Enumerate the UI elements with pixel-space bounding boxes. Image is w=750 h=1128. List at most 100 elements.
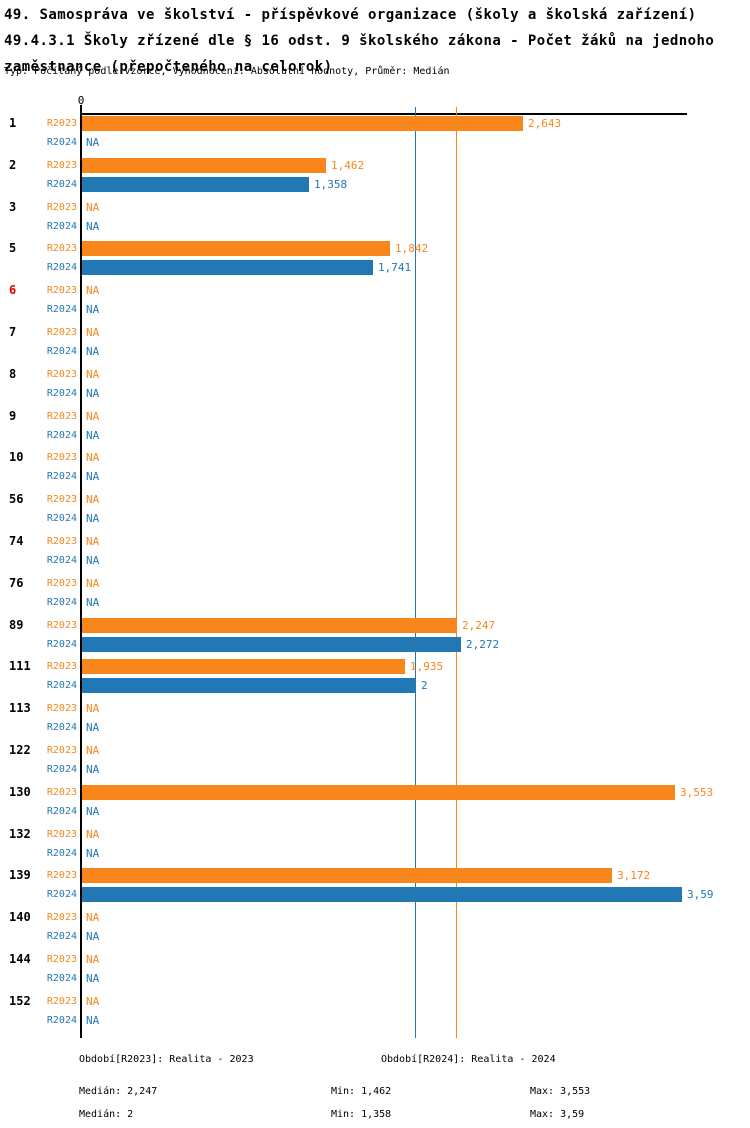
- na-label-r2024: NA: [86, 596, 100, 609]
- category-label: 111: [9, 659, 31, 673]
- bar-r2023: [82, 241, 390, 256]
- value-label-r2024: 1,741: [378, 261, 412, 274]
- value-label-r2024: 2: [421, 679, 428, 692]
- series-label-r2023: R2023: [46, 829, 77, 840]
- na-label-r2023: NA: [86, 368, 100, 381]
- series-label-r2023: R2023: [46, 452, 77, 463]
- legend-max-r2024: Max: 3,59: [530, 1109, 585, 1120]
- category-label: 113: [9, 701, 31, 715]
- series-label-r2023: R2023: [46, 661, 77, 672]
- legend-min-r2024: Min: 1,358: [331, 1109, 392, 1120]
- series-label-r2024: R2024: [46, 973, 77, 984]
- na-label-r2023: NA: [86, 828, 100, 841]
- na-label-r2023: NA: [86, 284, 100, 297]
- value-label-r2023: 2,643: [528, 117, 562, 130]
- y-axis-line: [80, 105, 82, 1038]
- series-label-r2023: R2023: [46, 494, 77, 505]
- series-label-r2024: R2024: [46, 639, 77, 650]
- value-label-r2024: 2,272: [466, 638, 500, 651]
- na-label-r2024: NA: [86, 470, 100, 483]
- legend-median-r2024: Medián: 2: [79, 1109, 134, 1120]
- series-label-r2024: R2024: [46, 430, 77, 441]
- series-label-r2023: R2023: [46, 285, 77, 296]
- series-label-r2024: R2024: [46, 346, 77, 357]
- series-label-r2024: R2024: [46, 722, 77, 733]
- series-label-r2023: R2023: [46, 160, 77, 171]
- bar-r2023: [82, 868, 612, 883]
- category-label: 10: [9, 450, 24, 464]
- category-label: 74: [9, 534, 24, 548]
- series-label-r2023: R2023: [46, 327, 77, 338]
- category-label: 1: [9, 116, 17, 130]
- page-title-line3: zaměstnance (přepočteného na celorok): [4, 59, 333, 75]
- bar-r2023: [82, 158, 326, 173]
- na-label-r2024: NA: [86, 805, 100, 818]
- legend-period-r2024: Období[R2024]: Realita - 2024: [381, 1054, 556, 1065]
- na-label-r2023: NA: [86, 911, 100, 924]
- series-label-r2024: R2024: [46, 889, 77, 900]
- category-label: 3: [9, 200, 17, 214]
- series-label-r2023: R2023: [46, 912, 77, 923]
- median-line-r2023: [456, 107, 457, 1038]
- category-label: 130: [9, 785, 31, 799]
- value-label-r2023: 3,172: [617, 869, 651, 882]
- na-label-r2023: NA: [86, 451, 100, 464]
- series-label-r2024: R2024: [46, 262, 77, 273]
- value-label-r2024: 3,59: [687, 888, 714, 901]
- value-label-r2024: 1,358: [314, 178, 348, 191]
- series-label-r2024: R2024: [46, 221, 77, 232]
- series-label-r2023: R2023: [46, 118, 77, 129]
- series-label-r2024: R2024: [46, 680, 77, 691]
- category-label: 89: [9, 618, 24, 632]
- na-label-r2024: NA: [86, 303, 100, 316]
- series-label-r2024: R2024: [46, 388, 77, 399]
- chart-subtitle: Typ: Počítaný podle vzorce, Vyhodnocení:…: [4, 66, 450, 77]
- category-label: 152: [9, 994, 31, 1008]
- series-label-r2024: R2024: [46, 597, 77, 608]
- series-label-r2023: R2023: [46, 411, 77, 422]
- series-label-r2023: R2023: [46, 745, 77, 756]
- category-label: 2: [9, 158, 17, 172]
- category-label: 8: [9, 367, 17, 381]
- category-label: 5: [9, 241, 17, 255]
- category-label: 132: [9, 827, 31, 841]
- na-label-r2023: NA: [86, 995, 100, 1008]
- bar-r2023: [82, 785, 675, 800]
- series-label-r2023: R2023: [46, 954, 77, 965]
- na-label-r2024: NA: [86, 930, 100, 943]
- series-label-r2023: R2023: [46, 243, 77, 254]
- bar-r2024: [82, 678, 416, 693]
- series-label-r2024: R2024: [46, 471, 77, 482]
- value-label-r2023: 1,842: [395, 242, 429, 255]
- series-label-r2024: R2024: [46, 513, 77, 524]
- na-label-r2023: NA: [86, 953, 100, 966]
- category-label: 7: [9, 325, 17, 339]
- series-label-r2024: R2024: [46, 931, 77, 942]
- legend-period-r2023: Období[R2023]: Realita - 2023: [79, 1054, 254, 1065]
- series-label-r2024: R2024: [46, 1015, 77, 1026]
- bar-r2024: [82, 260, 373, 275]
- na-label-r2023: NA: [86, 326, 100, 339]
- na-label-r2024: NA: [86, 1014, 100, 1027]
- series-label-r2023: R2023: [46, 703, 77, 714]
- category-label: 6: [9, 283, 17, 297]
- category-label: 56: [9, 492, 24, 506]
- x-axis-zero-label: 0: [77, 94, 85, 107]
- series-label-r2023: R2023: [46, 536, 77, 547]
- series-label-r2023: R2023: [46, 787, 77, 798]
- na-label-r2023: NA: [86, 577, 100, 590]
- na-label-r2024: NA: [86, 554, 100, 567]
- na-label-r2023: NA: [86, 410, 100, 423]
- bar-r2024: [82, 887, 682, 902]
- bar-r2023: [82, 618, 457, 633]
- median-line-r2024: [415, 107, 416, 1038]
- series-label-r2024: R2024: [46, 806, 77, 817]
- value-label-r2023: 3,553: [680, 786, 714, 799]
- na-label-r2023: NA: [86, 201, 100, 214]
- category-label: 9: [9, 409, 17, 423]
- category-label: 139: [9, 868, 31, 882]
- series-label-r2024: R2024: [46, 179, 77, 190]
- category-label: 144: [9, 952, 31, 966]
- series-label-r2023: R2023: [46, 620, 77, 631]
- bar-r2024: [82, 637, 461, 652]
